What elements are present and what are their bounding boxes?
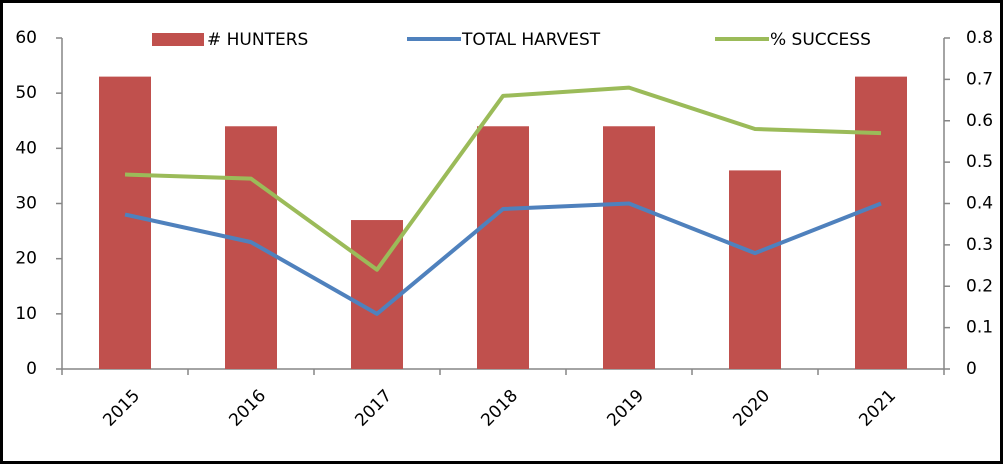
- y-tick-label: 20: [15, 249, 37, 269]
- y-tick-label: 60: [15, 28, 37, 48]
- y2-tick-label: 0.2: [966, 276, 993, 296]
- y2-tick-label: 0.7: [966, 69, 993, 89]
- bar: [855, 76, 907, 369]
- y-tick-label: 50: [15, 83, 37, 103]
- y2-tick-label: 0.6: [966, 111, 993, 131]
- y2-tick-label: 0.4: [966, 194, 993, 214]
- bar: [477, 126, 529, 370]
- bar: [603, 126, 655, 370]
- y2-tick-label: 0.8: [966, 28, 993, 48]
- bar: [99, 76, 151, 369]
- y2-tick-label: 0: [966, 359, 977, 379]
- legend-swatch: [152, 33, 204, 46]
- y-tick-label: 10: [15, 304, 37, 324]
- bar: [225, 126, 277, 370]
- line-series: [124, 201, 882, 316]
- y-tick-label: 40: [15, 138, 37, 158]
- legend-label: TOTAL HARVEST: [461, 30, 601, 50]
- y-tick-label: 0: [26, 359, 37, 379]
- y2-tick-label: 0.1: [966, 318, 993, 338]
- y2-tick-label: 0.3: [966, 235, 993, 255]
- line-series: [124, 85, 882, 272]
- legend-label: # HUNTERS: [207, 30, 308, 50]
- legend-label: % SUCCESS: [770, 30, 871, 50]
- y2-tick-label: 0.5: [966, 152, 993, 172]
- bar: [729, 170, 781, 369]
- y-tick-label: 30: [15, 194, 37, 214]
